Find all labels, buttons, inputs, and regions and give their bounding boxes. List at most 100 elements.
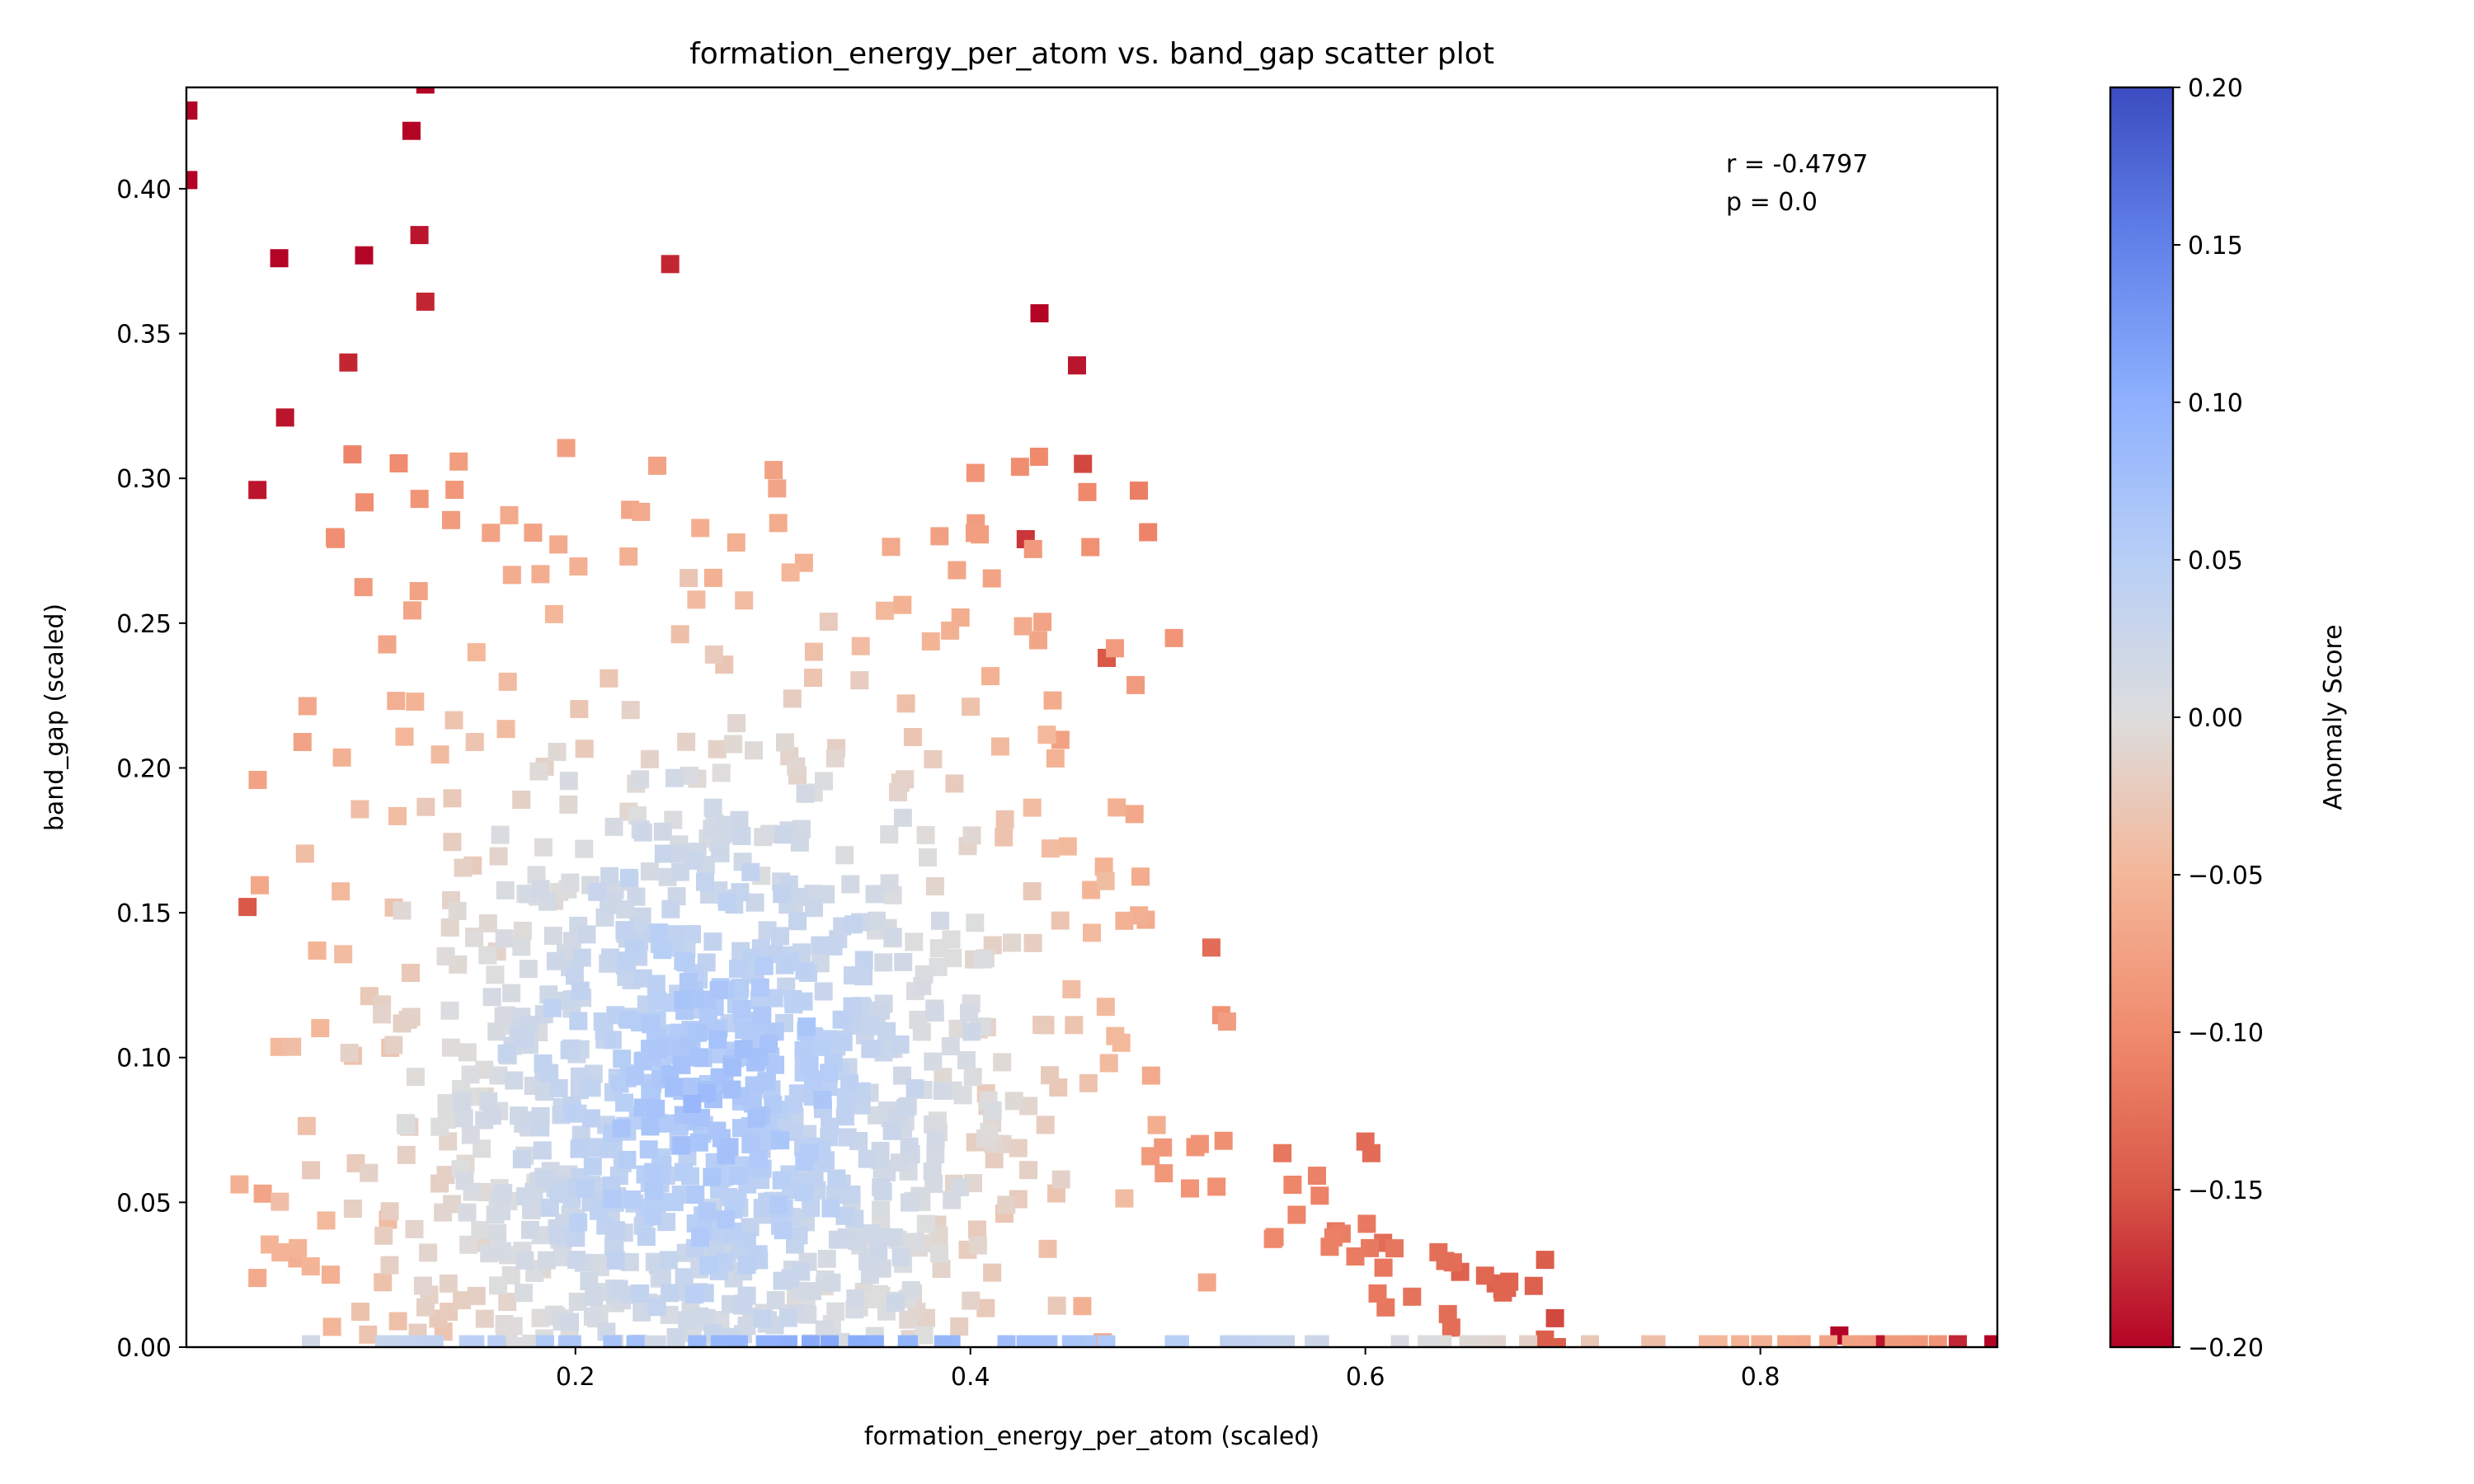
colorbar-tick-label: 0.20 (2188, 74, 2243, 103)
scatter-point (1390, 1335, 1409, 1347)
scatter-point (544, 604, 563, 623)
scatter-point (1984, 1335, 1997, 1347)
scatter-point (779, 1335, 797, 1347)
scatter-point (1819, 1335, 1838, 1347)
scatter-point (708, 740, 727, 758)
scatter-point (631, 1284, 650, 1303)
scatter-point (872, 1227, 891, 1246)
scatter-point (533, 1141, 552, 1160)
scatter-point (479, 1092, 498, 1111)
scatter-point (1263, 1229, 1282, 1248)
scatter-point (437, 1111, 456, 1129)
scatter-point (489, 847, 508, 866)
scatter-point (549, 535, 568, 554)
scatter-point (440, 1001, 459, 1020)
scatter-point (449, 452, 468, 471)
scatter-point (687, 590, 706, 609)
scatter-point (498, 672, 517, 691)
scatter-point (683, 925, 701, 944)
scatter-point (933, 1082, 952, 1100)
scatter-point (519, 960, 538, 979)
scatter-point (502, 566, 521, 585)
scatter-point (1081, 538, 1100, 556)
scatter-point (625, 1067, 644, 1086)
scatter-point (524, 524, 543, 542)
scatter-point (727, 533, 745, 552)
scatter-point (465, 733, 484, 751)
scatter-point (489, 1066, 508, 1085)
scatter-point (679, 973, 698, 992)
scatter-point (686, 1186, 705, 1204)
scatter-point (546, 951, 565, 970)
scatter-point (1475, 1266, 1494, 1285)
scatter-point (1130, 481, 1148, 500)
scatter-point (1731, 1335, 1750, 1347)
scatter-point (997, 1195, 1016, 1214)
scatter-point (441, 1038, 460, 1057)
scatter-point (520, 1016, 539, 1034)
scatter-point (1308, 1167, 1326, 1186)
scatter-point (682, 1078, 701, 1097)
scatter-point (467, 643, 486, 662)
scatter-point (496, 720, 515, 739)
scatter-point (689, 1048, 708, 1067)
scatter-point (764, 989, 783, 1007)
x-tick-label: 0.4 (951, 1363, 990, 1392)
scatter-point (753, 1007, 772, 1025)
scatter-point (926, 1129, 945, 1148)
scatter-point (270, 249, 289, 268)
scatter-point (491, 825, 510, 844)
scatter-point (644, 1181, 663, 1200)
scatter-point (454, 1109, 473, 1128)
scatter-point (466, 1335, 485, 1347)
scatter-point (934, 1335, 952, 1347)
scatter-point (661, 1284, 680, 1303)
scatter-point (665, 1193, 684, 1211)
scatter-point (534, 1082, 553, 1101)
scatter-point (559, 772, 578, 791)
x-axis-label: formation_energy_per_atom (scaled) (864, 1422, 1319, 1451)
scatter-point (647, 1298, 666, 1317)
scatter-point (757, 1073, 776, 1092)
scatter-point (901, 1281, 920, 1299)
scatter-point (559, 795, 578, 814)
scatter-point (968, 1236, 987, 1255)
scatter-point (815, 1320, 834, 1339)
scatter-point (893, 808, 912, 827)
scatter-point (722, 1058, 741, 1077)
scatter-point (486, 965, 505, 984)
scatter-point (571, 981, 590, 1000)
scatter-point (675, 1268, 694, 1287)
scatter-point (436, 1166, 455, 1185)
scatter-point (841, 875, 860, 894)
scatter-point (355, 246, 374, 265)
scatter-point (872, 1001, 891, 1020)
scatter-point (402, 1007, 421, 1026)
scatter-point (689, 1133, 708, 1152)
scatter-point (838, 1128, 857, 1147)
scatter-point (416, 87, 435, 94)
scatter-point (716, 1210, 735, 1229)
scatter-point (800, 1144, 819, 1162)
scatter-point (1010, 458, 1029, 477)
scatter-point (804, 669, 822, 688)
scatter-point (405, 1219, 424, 1238)
scatter-point (730, 1335, 748, 1347)
scatter-point (561, 1313, 579, 1331)
scatter-point (549, 1226, 567, 1245)
scatter-point (882, 538, 901, 556)
scatter-point (1046, 749, 1065, 768)
scatter-point (549, 1078, 568, 1097)
scatter-point (1273, 1144, 1292, 1162)
scatter-point (302, 1161, 321, 1180)
scatter-point (388, 806, 407, 825)
scatter-point (531, 880, 550, 899)
scatter-point (543, 998, 562, 1017)
scatter-point (1099, 1054, 1118, 1073)
scatter-point (865, 885, 884, 904)
scatter-point (1094, 857, 1113, 876)
scatter-point (339, 353, 358, 372)
scatter-point (930, 527, 949, 546)
scatter-point (774, 825, 793, 844)
scatter-point (820, 1064, 839, 1082)
